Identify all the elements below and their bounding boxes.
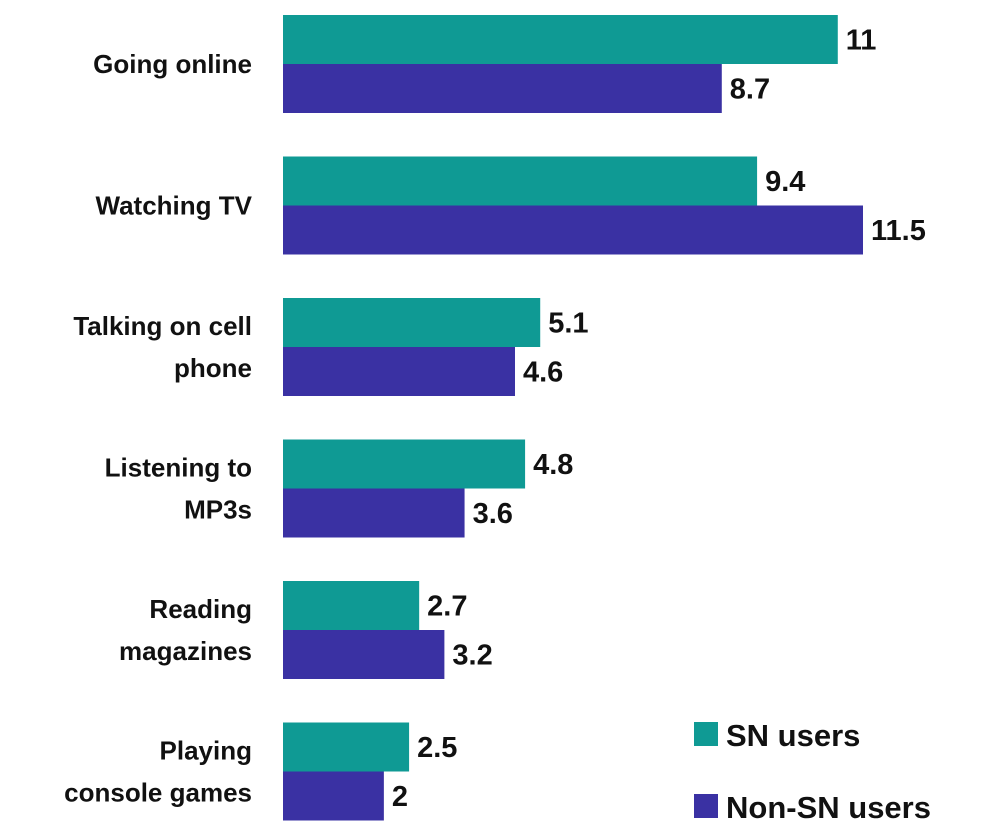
bar-non-sn-users <box>283 64 722 113</box>
category-label-line: Playing <box>160 736 252 766</box>
category-label-line: magazines <box>119 636 252 666</box>
bar-non-sn-users <box>283 771 384 821</box>
bar-non-sn-users <box>283 205 863 255</box>
data-label: 3.6 <box>473 498 513 530</box>
category-label: Reading magazines <box>119 594 252 666</box>
plot-area: Going online 11 8.7 Watching TV 9.4 11.5 Talki… <box>64 15 926 821</box>
data-label: 2.5 <box>417 732 457 764</box>
data-label: 2.7 <box>427 591 467 623</box>
bar-sn-users <box>283 439 526 489</box>
data-label: 11 <box>846 25 877 57</box>
legend-label: Non-SN users <box>726 790 931 823</box>
data-label: 5.1 <box>548 308 588 340</box>
legend: SN users Non-SN users <box>694 718 931 823</box>
bar-non-sn-users <box>283 630 445 679</box>
data-label: 8.7 <box>730 74 770 106</box>
data-label: 4.6 <box>523 357 563 389</box>
legend-label: SN users <box>726 718 860 753</box>
category-label: Talking on cell phone <box>73 311 252 383</box>
bar-non-sn-users <box>283 488 465 538</box>
legend-swatch <box>694 722 718 746</box>
category-label-line: phone <box>174 353 252 383</box>
bar-non-sn-users <box>283 347 515 396</box>
category-label-line: Reading <box>149 594 252 624</box>
category-label-line: Listening to <box>105 453 252 483</box>
category-label-line: MP3s <box>184 495 252 525</box>
category-label-line: console games <box>64 778 252 808</box>
bar-sn-users <box>283 15 838 64</box>
category-label: Watching TV <box>96 191 253 221</box>
category-label-line: Talking on cell <box>73 311 252 341</box>
category-label: Going online <box>93 49 252 79</box>
category-label: Playing console games <box>64 736 252 808</box>
bar-sn-users <box>283 581 420 630</box>
category-label-line: Watching TV <box>96 191 253 221</box>
bar-sn-users <box>283 298 541 347</box>
data-label: 3.2 <box>452 640 492 672</box>
data-label: 11.5 <box>871 215 926 247</box>
data-label: 4.8 <box>533 449 573 481</box>
legend-swatch <box>694 794 718 818</box>
data-label: 2 <box>392 781 408 813</box>
data-label: 9.4 <box>765 166 805 198</box>
bar-sn-users <box>283 722 410 772</box>
bar-sn-users <box>283 156 758 206</box>
category-label: Listening to MP3s <box>105 453 252 525</box>
category-label-line: Going online <box>93 49 252 79</box>
